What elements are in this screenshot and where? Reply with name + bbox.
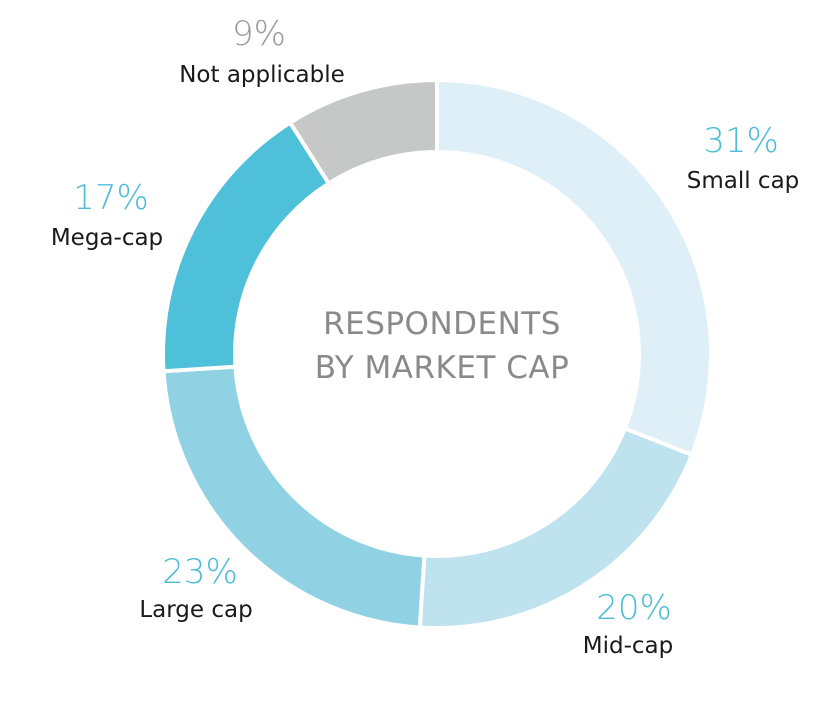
slices-group xyxy=(161,77,713,630)
slice-not-applicable xyxy=(287,77,439,187)
center-title-line-2: BY MARKET CAP xyxy=(315,350,570,386)
slice-category-label: Mid-cap xyxy=(583,633,673,659)
center-title-line-1: RESPONDENTS xyxy=(323,306,561,342)
slice-mega-cap xyxy=(161,119,332,374)
slice-percent-label: 31% xyxy=(703,121,779,161)
slice-category-label: Not applicable xyxy=(179,62,345,88)
slice-percent-label: 23% xyxy=(162,552,238,592)
slice-percent-label: 9% xyxy=(232,14,286,54)
labels-group: 31% Small cap 20% Mid-cap 23% Large cap 17% Meg… xyxy=(51,14,799,659)
slice-category-label: Small cap xyxy=(687,168,800,194)
slice-category-label: Large cap xyxy=(139,597,252,623)
slice-percent-label: 17% xyxy=(73,178,149,218)
slice-small-cap xyxy=(435,77,713,458)
slice-percent-label: 20% xyxy=(596,588,672,628)
center-title-group: RESPONDENTS BY MARKET CAP xyxy=(315,306,570,386)
slice-category-label: Mega-cap xyxy=(51,225,163,251)
